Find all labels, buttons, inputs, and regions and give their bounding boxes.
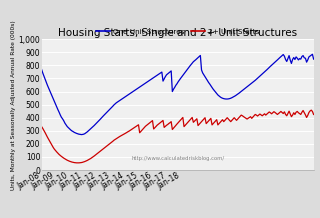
Legend: One Unit Structures, 2+ Unit Starts: One Unit Structures, 2+ Unit Starts xyxy=(93,26,262,38)
Y-axis label: Units, Monthly at Seasonally Adjusted Annual Rate (000s): Units, Monthly at Seasonally Adjusted An… xyxy=(11,20,16,189)
Text: http://www.calculatedriskblog.com/: http://www.calculatedriskblog.com/ xyxy=(131,156,224,161)
Title: Housing Starts, Single and 2+ Unit Structures: Housing Starts, Single and 2+ Unit Struc… xyxy=(58,29,297,38)
